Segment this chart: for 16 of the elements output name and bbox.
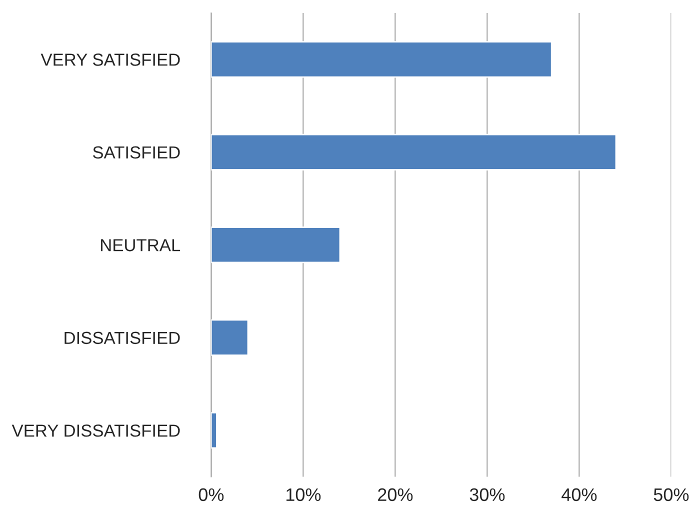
y-tick-label: NEUTRAL [101, 239, 180, 252]
x-tick-label: 20% [378, 488, 413, 502]
x-tick-label: 30% [470, 488, 505, 502]
x-tick-label: 50% [654, 488, 689, 502]
y-tick-label: SATISFIED [92, 146, 180, 159]
bar [211, 41, 552, 78]
y-tick-label: VERY SATISFIED [40, 54, 180, 66]
y-tick-label: DISSATISFIED [64, 332, 180, 344]
bar [211, 412, 218, 449]
x-tick-label: 40% [562, 488, 597, 502]
y-tick-label: VERY DISSATISFIED [12, 424, 180, 437]
x-tick-label: 10% [286, 488, 321, 502]
bar [211, 134, 617, 170]
bar [211, 319, 249, 356]
x-tick-label: 0% [198, 488, 224, 502]
bar [211, 226, 341, 264]
